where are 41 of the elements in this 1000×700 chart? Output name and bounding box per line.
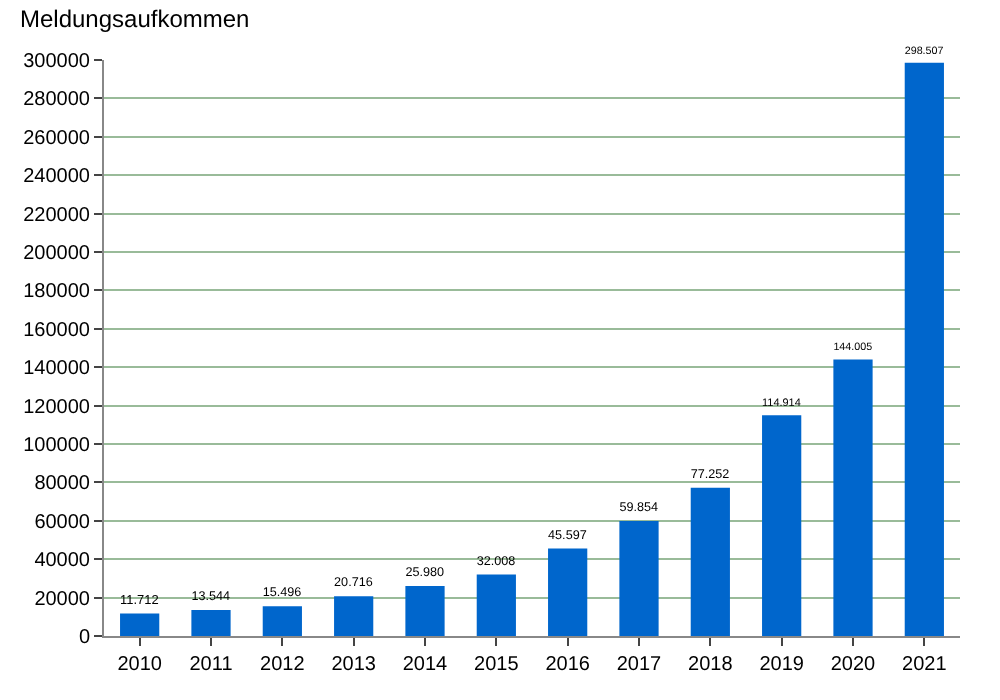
y-tick-label: 120000 [23, 396, 91, 419]
bar [476, 574, 516, 636]
x-tick-label: 2021 [902, 654, 948, 676]
y-tick-label: 260000 [23, 127, 91, 150]
x-tick-label: 2013 [331, 654, 377, 676]
x-tick-label: 2018 [688, 654, 734, 676]
bar [619, 521, 659, 636]
y-tick-label: 180000 [23, 281, 91, 304]
x-tick-label: 2016 [545, 654, 591, 676]
bar [405, 586, 445, 636]
x-tick-label: 2012 [260, 654, 306, 676]
bar [690, 487, 730, 636]
bar [762, 415, 802, 636]
y-tick-label: 20000 [34, 588, 91, 611]
y-tick-label: 0 [78, 627, 91, 649]
x-tick-label: 2010 [117, 654, 163, 676]
x-tick-label: 2011 [189, 654, 234, 676]
x-tick-label: 2017 [616, 654, 663, 676]
bar [262, 606, 302, 636]
y-tick-label: 60000 [34, 511, 91, 534]
x-tick-label: 2019 [759, 654, 805, 676]
y-tick-label: 200000 [23, 243, 91, 265]
y-tick-label: 80000 [34, 473, 91, 496]
bar [833, 359, 873, 636]
x-tick-label: 2020 [830, 654, 877, 676]
y-tick-label: 100000 [23, 435, 91, 457]
bar [120, 613, 160, 636]
y-tick-label: 240000 [23, 166, 91, 189]
y-tick-label: 160000 [23, 319, 91, 342]
bar [548, 548, 588, 636]
x-tick-label: 2015 [474, 654, 520, 676]
bar [334, 596, 374, 636]
chart-title: Meldungsaufkommen [20, 5, 250, 34]
y-tick-label: 140000 [23, 358, 91, 381]
y-tick-label: 220000 [23, 204, 91, 227]
y-tick-label: 300000 [23, 51, 91, 73]
y-tick-label: 40000 [34, 550, 91, 573]
bar [191, 610, 231, 636]
bar [904, 62, 944, 636]
x-tick-label: 2014 [402, 654, 449, 676]
y-tick-label: 280000 [23, 89, 91, 112]
